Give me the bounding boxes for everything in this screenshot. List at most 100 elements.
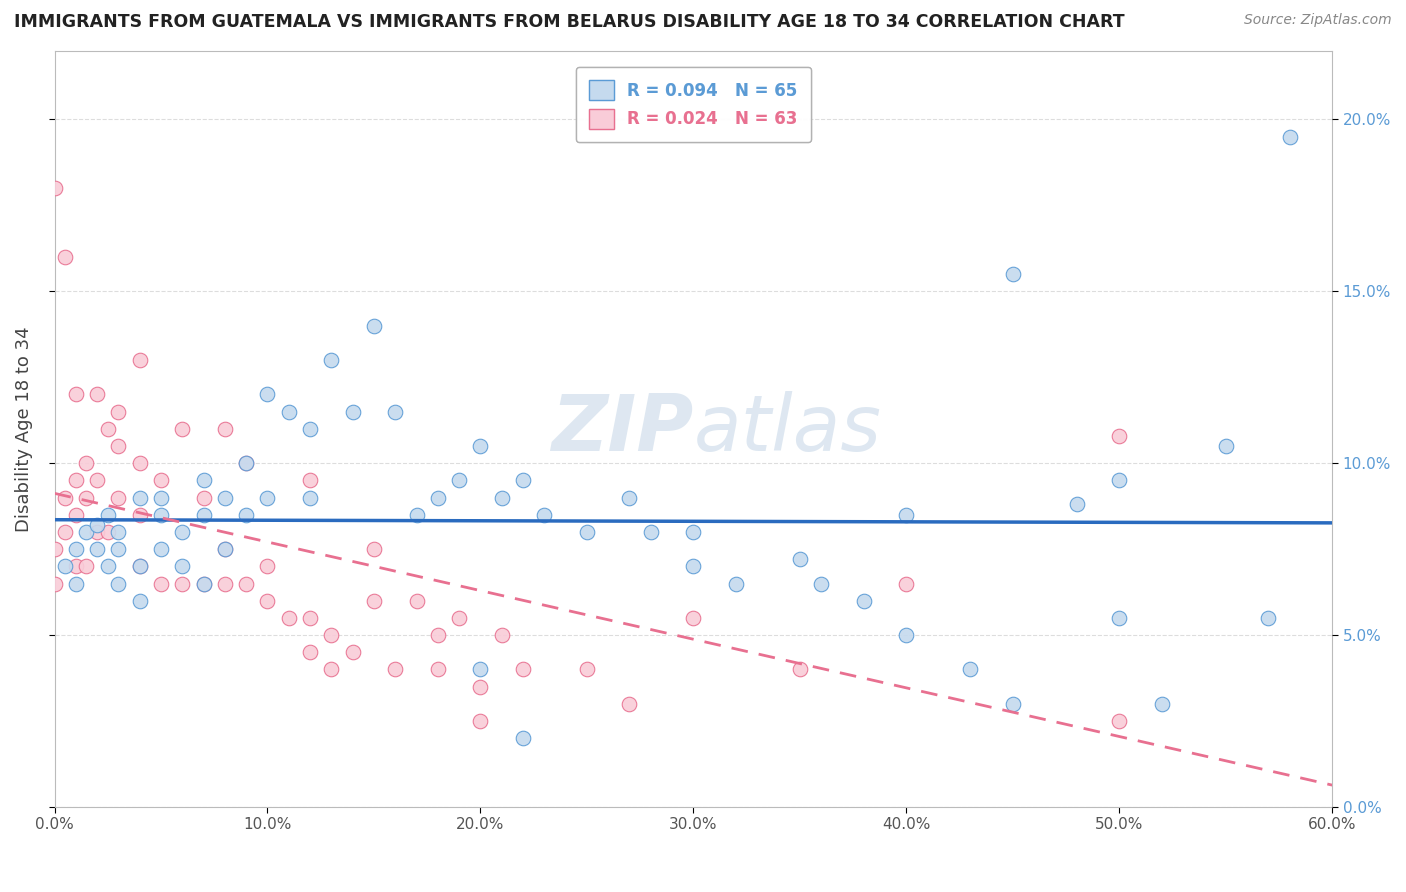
Point <box>640 524 662 539</box>
Point <box>76 524 98 539</box>
Point <box>65 559 87 574</box>
Point <box>363 593 385 607</box>
Point <box>724 576 747 591</box>
Point <box>76 491 98 505</box>
Point <box>682 611 704 625</box>
Point <box>321 353 343 368</box>
Point <box>107 524 129 539</box>
Point <box>575 663 598 677</box>
Point <box>65 542 87 557</box>
Point <box>426 663 449 677</box>
Point <box>128 456 150 470</box>
Point <box>682 524 704 539</box>
Point <box>1215 439 1237 453</box>
Point <box>959 663 981 677</box>
Point <box>449 474 471 488</box>
Text: IMMIGRANTS FROM GUATEMALA VS IMMIGRANTS FROM BELARUS DISABILITY AGE 18 TO 34 COR: IMMIGRANTS FROM GUATEMALA VS IMMIGRANTS … <box>14 13 1125 31</box>
Point <box>256 593 278 607</box>
Point <box>53 491 76 505</box>
Point <box>193 576 215 591</box>
Point <box>896 576 918 591</box>
Point <box>363 318 385 333</box>
Point <box>97 508 120 522</box>
Point <box>235 456 257 470</box>
Point <box>896 508 918 522</box>
Point <box>65 576 87 591</box>
Point <box>449 611 471 625</box>
Point <box>512 731 534 746</box>
Point <box>405 508 427 522</box>
Point <box>86 542 108 557</box>
Point <box>150 576 173 591</box>
Point <box>810 576 832 591</box>
Point <box>1108 714 1130 728</box>
Point <box>512 474 534 488</box>
Point <box>193 508 215 522</box>
Point <box>44 542 66 557</box>
Point <box>65 387 87 401</box>
Point <box>65 508 87 522</box>
Point <box>86 524 108 539</box>
Point <box>619 697 641 711</box>
Point <box>619 491 641 505</box>
Point <box>150 508 173 522</box>
Point <box>896 628 918 642</box>
Point <box>128 508 150 522</box>
Point <box>128 593 150 607</box>
Point <box>107 576 129 591</box>
Point <box>128 559 150 574</box>
Point <box>214 576 236 591</box>
Point <box>256 491 278 505</box>
Point <box>53 250 76 264</box>
Point <box>491 491 513 505</box>
Point <box>277 404 299 418</box>
Legend: R = 0.094   N = 65, R = 0.024   N = 63: R = 0.094 N = 65, R = 0.024 N = 63 <box>575 67 811 142</box>
Point <box>97 422 120 436</box>
Point <box>193 576 215 591</box>
Point <box>107 439 129 453</box>
Point <box>405 593 427 607</box>
Point <box>235 508 257 522</box>
Point <box>193 491 215 505</box>
Point <box>128 353 150 368</box>
Point <box>150 542 173 557</box>
Point <box>299 474 322 488</box>
Point <box>214 491 236 505</box>
Point <box>321 663 343 677</box>
Point <box>86 387 108 401</box>
Point <box>342 404 364 418</box>
Point <box>97 559 120 574</box>
Point <box>299 422 322 436</box>
Point <box>1150 697 1173 711</box>
Point <box>342 645 364 659</box>
Point <box>277 611 299 625</box>
Point <box>1278 129 1301 144</box>
Point <box>107 542 129 557</box>
Point <box>256 559 278 574</box>
Text: Source: ZipAtlas.com: Source: ZipAtlas.com <box>1244 13 1392 28</box>
Point <box>214 542 236 557</box>
Point <box>321 628 343 642</box>
Point <box>150 491 173 505</box>
Point <box>299 491 322 505</box>
Point <box>512 663 534 677</box>
Point <box>128 491 150 505</box>
Point <box>1257 611 1279 625</box>
Point <box>235 456 257 470</box>
Point <box>470 439 492 453</box>
Point <box>172 422 194 436</box>
Point <box>256 387 278 401</box>
Point <box>852 593 875 607</box>
Point <box>214 542 236 557</box>
Point <box>1108 611 1130 625</box>
Point <box>53 524 76 539</box>
Point <box>426 491 449 505</box>
Point <box>575 524 598 539</box>
Point <box>150 474 173 488</box>
Point <box>128 559 150 574</box>
Point <box>172 576 194 591</box>
Point <box>86 518 108 533</box>
Point <box>533 508 555 522</box>
Point <box>97 524 120 539</box>
Point <box>53 559 76 574</box>
